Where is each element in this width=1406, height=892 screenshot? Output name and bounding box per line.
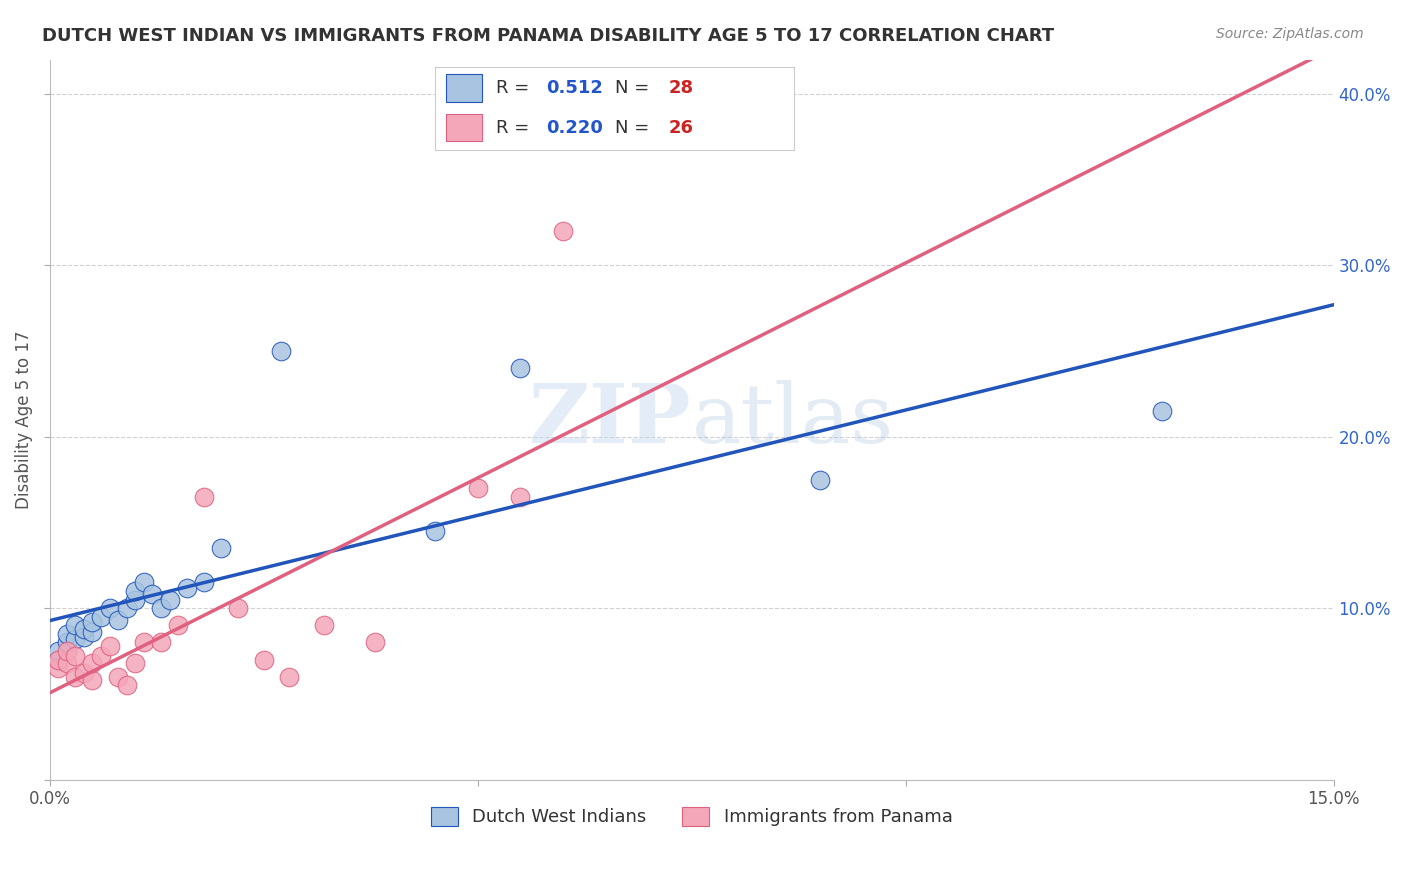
Point <box>149 601 172 615</box>
Point <box>56 627 79 641</box>
Point <box>98 639 121 653</box>
Y-axis label: Disability Age 5 to 17: Disability Age 5 to 17 <box>15 330 32 508</box>
Point <box>98 601 121 615</box>
Point <box>65 670 87 684</box>
Point <box>132 575 155 590</box>
Point <box>312 618 335 632</box>
Text: atlas: atlas <box>692 380 894 459</box>
Point <box>56 635 79 649</box>
Text: DUTCH WEST INDIAN VS IMMIGRANTS FROM PANAMA DISABILITY AGE 5 TO 17 CORRELATION C: DUTCH WEST INDIAN VS IMMIGRANTS FROM PAN… <box>42 27 1054 45</box>
Point <box>82 673 104 688</box>
Point <box>82 625 104 640</box>
Point <box>124 656 146 670</box>
Point <box>167 618 190 632</box>
Point <box>209 541 232 556</box>
Point <box>364 635 387 649</box>
Point <box>46 644 69 658</box>
Point <box>278 670 301 684</box>
Point <box>82 615 104 629</box>
Point <box>141 587 163 601</box>
Point <box>423 524 446 538</box>
Point <box>1152 404 1174 418</box>
Point <box>107 670 129 684</box>
Point <box>124 584 146 599</box>
Point <box>149 635 172 649</box>
Point <box>132 635 155 649</box>
Point <box>90 609 112 624</box>
Point <box>46 652 69 666</box>
Text: ZIP: ZIP <box>529 380 692 459</box>
Point <box>553 224 575 238</box>
Point <box>65 649 87 664</box>
Point <box>115 678 138 692</box>
Point <box>65 618 87 632</box>
Point <box>509 361 531 376</box>
Point <box>270 344 292 359</box>
Point <box>253 652 276 666</box>
Point <box>73 666 96 681</box>
Point <box>808 473 831 487</box>
Point <box>82 656 104 670</box>
Point <box>159 592 181 607</box>
Point <box>107 613 129 627</box>
Point <box>193 575 215 590</box>
Point <box>46 652 69 666</box>
Point <box>226 601 249 615</box>
Point <box>124 592 146 607</box>
Point <box>90 649 112 664</box>
Point <box>56 656 79 670</box>
Point <box>56 644 79 658</box>
Point <box>467 481 489 495</box>
Legend: Dutch West Indians, Immigrants from Panama: Dutch West Indians, Immigrants from Pana… <box>422 798 962 836</box>
Point <box>193 490 215 504</box>
Point <box>65 632 87 646</box>
Point <box>176 581 198 595</box>
Point <box>73 622 96 636</box>
Text: Source: ZipAtlas.com: Source: ZipAtlas.com <box>1216 27 1364 41</box>
Point <box>73 630 96 644</box>
Point <box>115 601 138 615</box>
Point <box>46 661 69 675</box>
Point <box>509 490 531 504</box>
